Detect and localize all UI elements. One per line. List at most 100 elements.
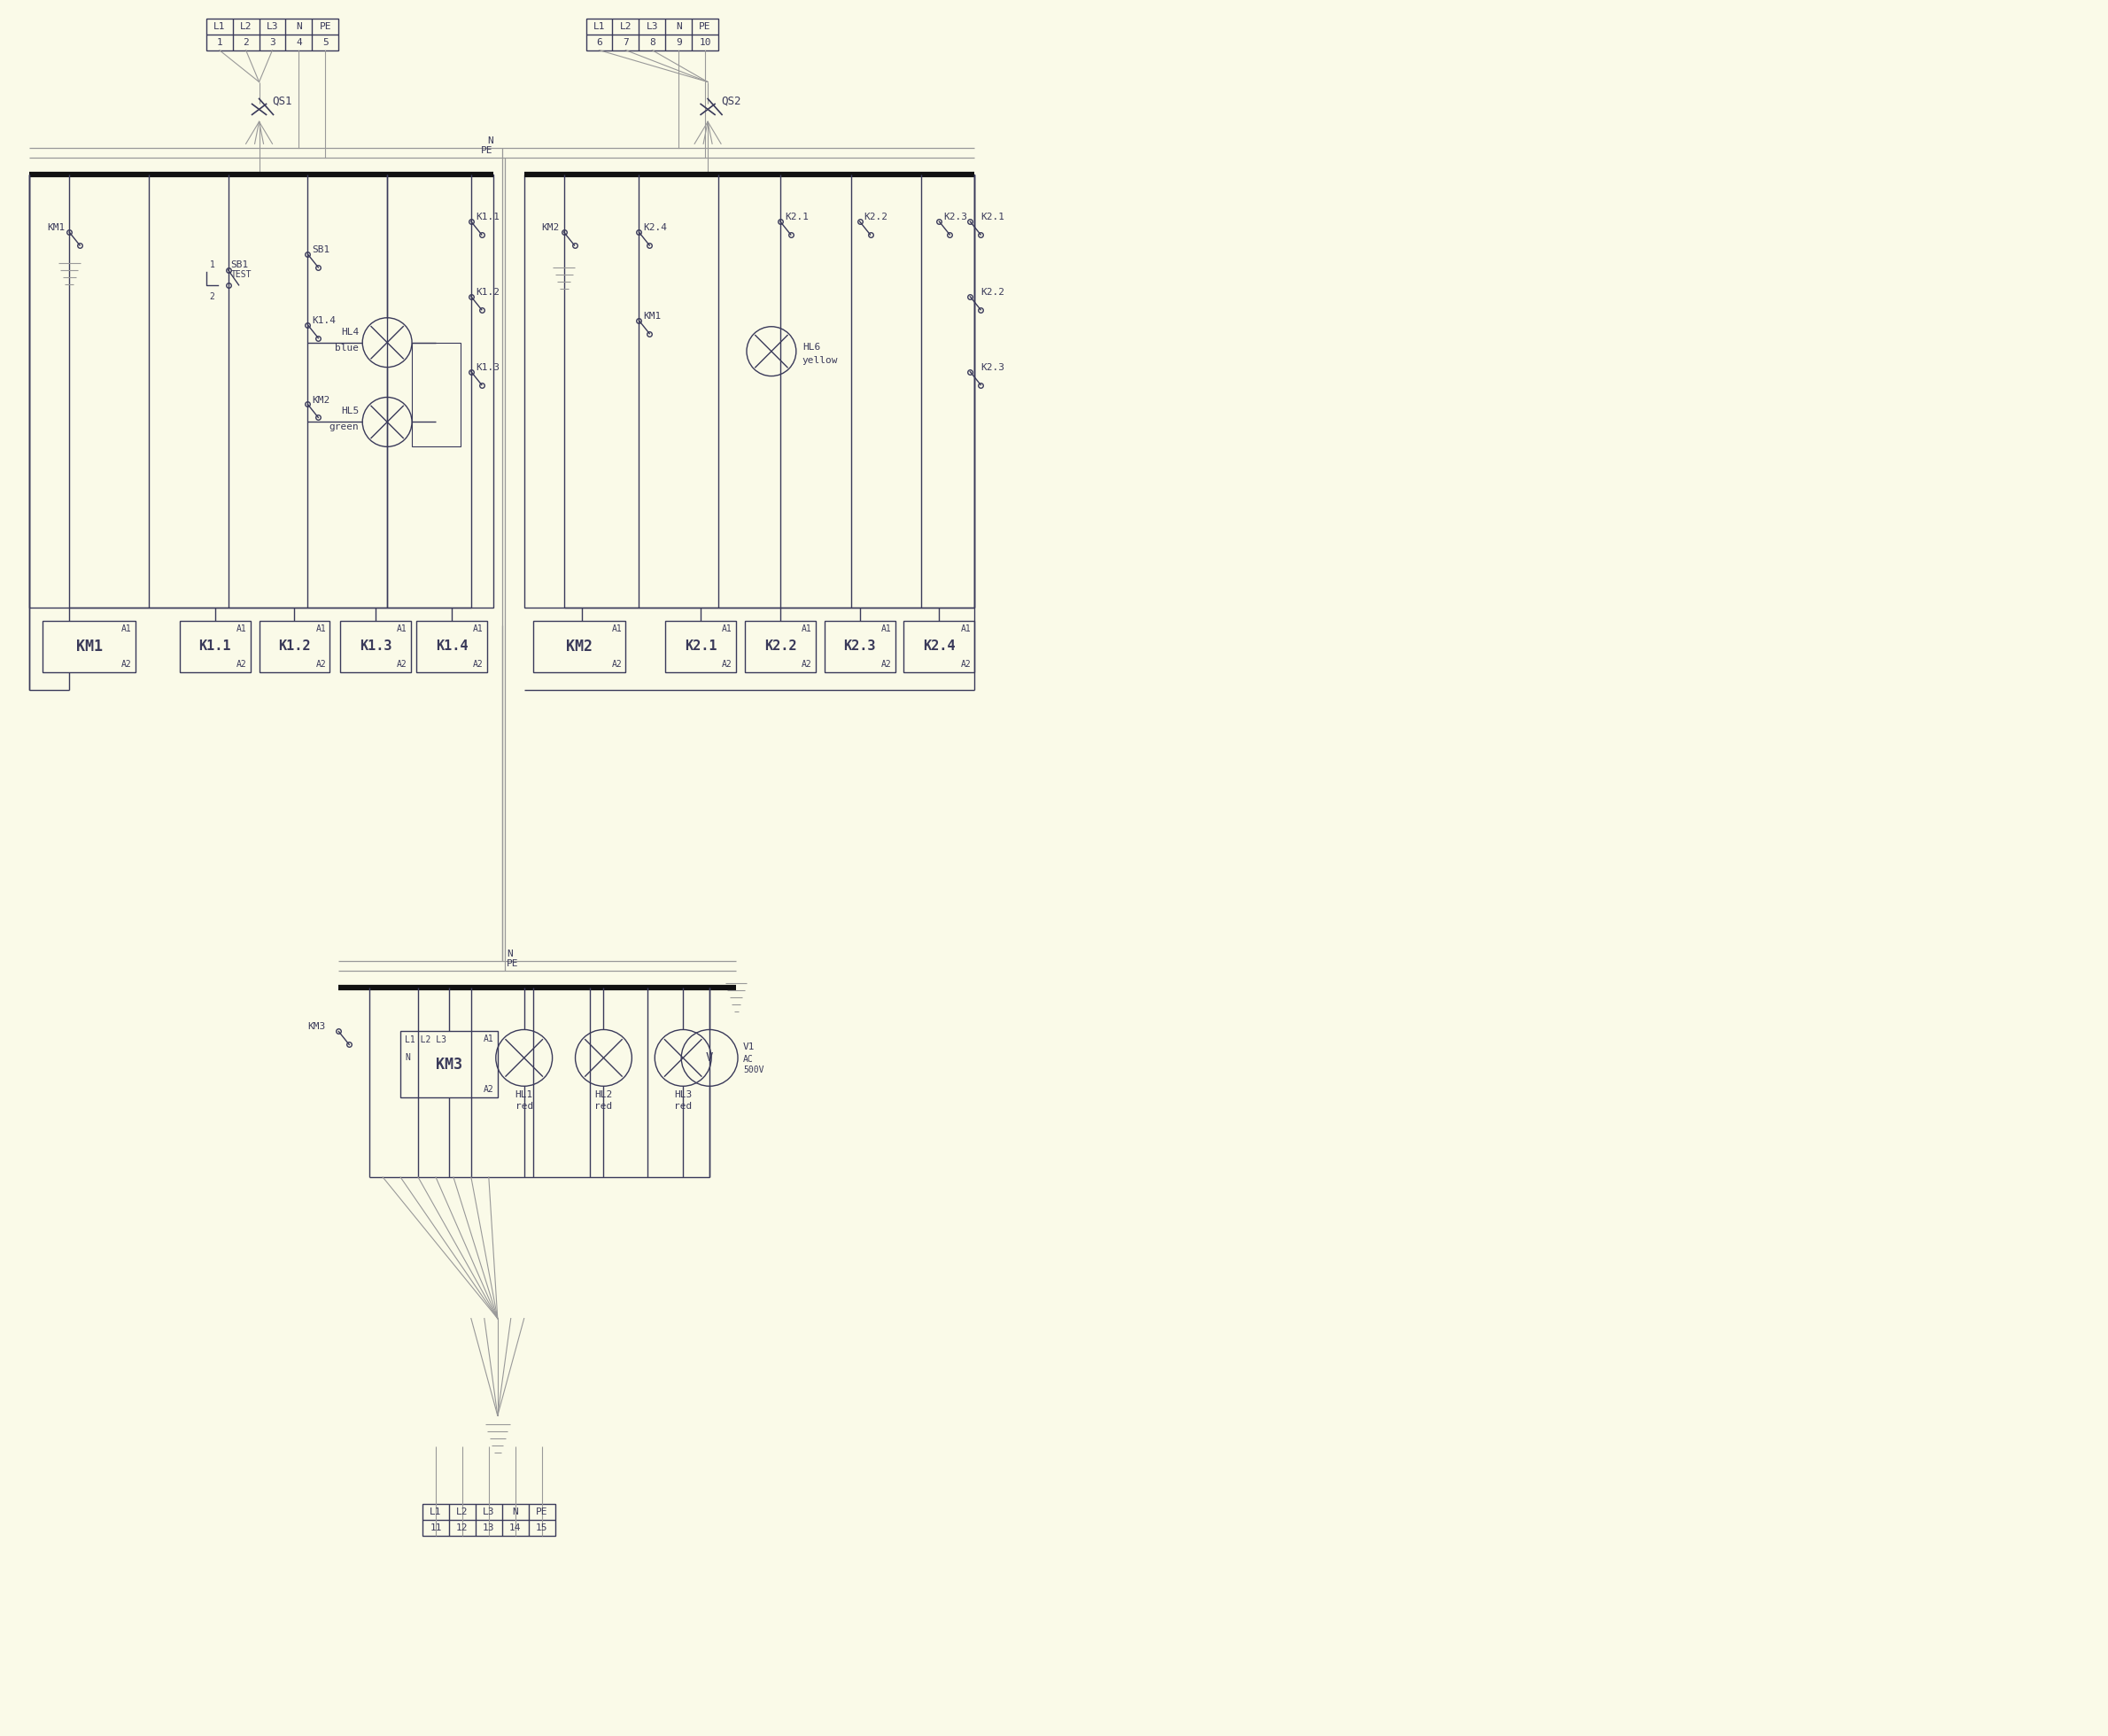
- Text: 1: 1: [209, 260, 215, 269]
- Text: PE: PE: [320, 23, 331, 31]
- Text: KM2: KM2: [565, 639, 592, 654]
- Text: N: N: [506, 950, 512, 958]
- Text: A1: A1: [483, 1035, 493, 1043]
- Text: K2.4: K2.4: [923, 639, 955, 653]
- Text: K2.1: K2.1: [784, 212, 809, 222]
- Text: KM3: KM3: [308, 1023, 325, 1031]
- Text: L1: L1: [213, 23, 226, 31]
- Text: 8: 8: [649, 38, 656, 47]
- Text: L1: L1: [592, 23, 605, 31]
- Text: N: N: [677, 23, 681, 31]
- Text: A2: A2: [801, 660, 812, 668]
- Text: 4: 4: [295, 38, 301, 47]
- Text: 5: 5: [323, 38, 329, 47]
- Text: 7: 7: [622, 38, 628, 47]
- Text: K1.1: K1.1: [476, 212, 500, 222]
- Text: L2: L2: [620, 23, 632, 31]
- Bar: [824, 621, 896, 672]
- Text: K2.2: K2.2: [980, 288, 1006, 297]
- Bar: [207, 19, 339, 50]
- Text: N: N: [405, 1054, 411, 1062]
- Text: A1: A1: [396, 625, 407, 634]
- Text: 11: 11: [430, 1522, 443, 1533]
- Text: A1: A1: [881, 625, 892, 634]
- Text: PE: PE: [506, 958, 519, 967]
- Text: green: green: [329, 424, 358, 432]
- Text: PE: PE: [481, 146, 493, 155]
- Text: KM3: KM3: [436, 1057, 462, 1073]
- Text: AC: AC: [744, 1055, 753, 1064]
- Text: QS1: QS1: [272, 95, 293, 108]
- Text: red: red: [594, 1102, 613, 1111]
- Text: N: N: [487, 137, 493, 146]
- Text: blue: blue: [335, 344, 358, 352]
- Text: SB1: SB1: [232, 260, 249, 269]
- Text: A2: A2: [483, 1085, 493, 1094]
- Text: 12: 12: [455, 1522, 468, 1533]
- Text: KM1: KM1: [76, 639, 103, 654]
- Bar: [744, 621, 816, 672]
- Text: N: N: [512, 1507, 519, 1516]
- Bar: [411, 342, 460, 446]
- Text: KM1: KM1: [46, 224, 65, 233]
- Text: A2: A2: [236, 660, 247, 668]
- Text: A2: A2: [122, 660, 133, 668]
- Text: L1: L1: [430, 1507, 443, 1516]
- Text: HL6: HL6: [803, 342, 820, 351]
- Bar: [259, 621, 329, 672]
- Text: 9: 9: [677, 38, 681, 47]
- Text: K1.4: K1.4: [436, 639, 468, 653]
- Text: 13: 13: [483, 1522, 495, 1533]
- Bar: [401, 1031, 497, 1097]
- Text: A2: A2: [961, 660, 972, 668]
- Text: 500V: 500V: [744, 1066, 763, 1075]
- Bar: [30, 175, 493, 608]
- Text: L3: L3: [647, 23, 658, 31]
- Text: A2: A2: [316, 660, 327, 668]
- Text: 10: 10: [700, 38, 710, 47]
- Text: A1: A1: [122, 625, 133, 634]
- Text: L3: L3: [266, 23, 278, 31]
- Text: 3: 3: [270, 38, 276, 47]
- Text: K2.3: K2.3: [980, 363, 1006, 372]
- Text: K2.3: K2.3: [944, 212, 968, 222]
- Bar: [42, 621, 135, 672]
- Bar: [415, 621, 487, 672]
- Text: V: V: [706, 1052, 713, 1064]
- Text: KM1: KM1: [643, 311, 662, 321]
- Text: K2.2: K2.2: [864, 212, 887, 222]
- Text: K1.4: K1.4: [312, 316, 335, 325]
- Text: A1: A1: [801, 625, 812, 634]
- Bar: [339, 621, 411, 672]
- Text: K2.1: K2.1: [980, 212, 1006, 222]
- Text: K1.3: K1.3: [476, 363, 500, 372]
- Text: V1: V1: [744, 1043, 755, 1052]
- Text: A2: A2: [611, 660, 622, 668]
- Text: A1: A1: [316, 625, 327, 634]
- Text: A1: A1: [472, 625, 483, 634]
- Text: QS2: QS2: [721, 95, 740, 108]
- Text: K2.3: K2.3: [843, 639, 875, 653]
- Text: A2: A2: [396, 660, 407, 668]
- Text: HL4: HL4: [341, 328, 358, 337]
- Text: KM2: KM2: [312, 396, 331, 404]
- Text: red: red: [675, 1102, 691, 1111]
- Bar: [179, 621, 251, 672]
- Text: 2: 2: [242, 38, 249, 47]
- Text: HL3: HL3: [675, 1090, 691, 1099]
- Text: K1.1: K1.1: [198, 639, 232, 653]
- Text: K2.1: K2.1: [685, 639, 717, 653]
- Text: K1.3: K1.3: [360, 639, 392, 653]
- Text: L2: L2: [240, 23, 251, 31]
- Text: A2: A2: [881, 660, 892, 668]
- Bar: [586, 19, 719, 50]
- Text: K2.2: K2.2: [763, 639, 797, 653]
- Text: HL2: HL2: [594, 1090, 613, 1099]
- Text: L1 L2 L3: L1 L2 L3: [405, 1036, 447, 1045]
- Text: A2: A2: [472, 660, 483, 668]
- Text: HL1: HL1: [514, 1090, 533, 1099]
- Text: K2.4: K2.4: [643, 224, 668, 233]
- Text: PE: PE: [700, 23, 710, 31]
- Text: PE: PE: [535, 1507, 548, 1516]
- Text: A1: A1: [236, 625, 247, 634]
